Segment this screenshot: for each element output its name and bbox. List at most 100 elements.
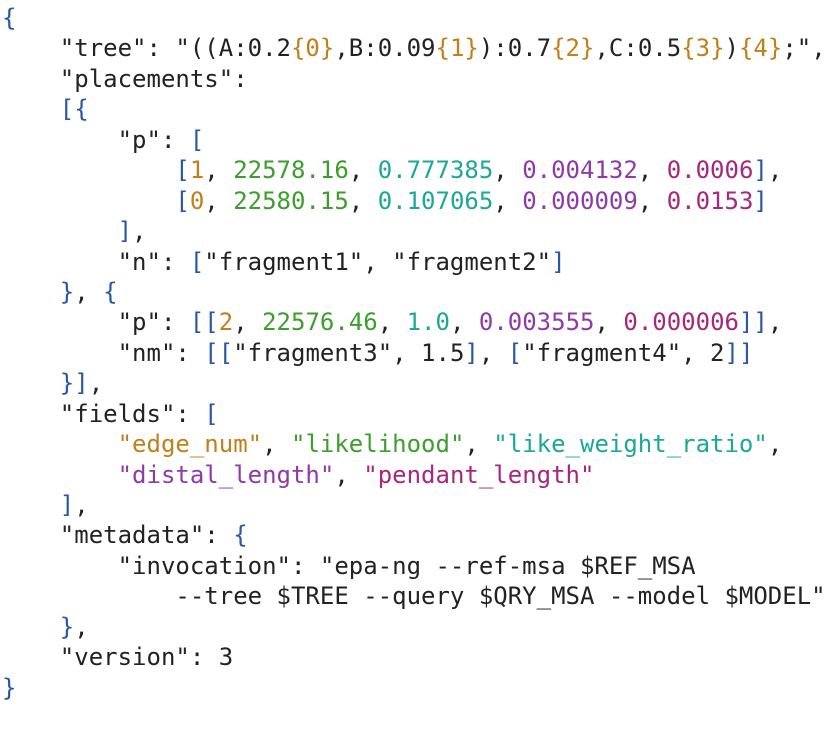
code-token: ,	[594, 308, 624, 337]
code-token: 1	[189, 156, 205, 185]
code-token: "fragment3", 1.5	[233, 338, 465, 367]
code-token: 0.777385	[377, 156, 494, 185]
code-line: --tree $TREE --query $QRY_MSA --model $M…	[2, 581, 826, 611]
code-token: "distal_length"	[117, 460, 335, 489]
code-line: }	[2, 673, 826, 703]
code-token: ]	[117, 217, 133, 246]
code-token: ,	[637, 156, 667, 185]
code-token: ,C:0.5	[594, 34, 682, 63]
code-token: ,	[348, 156, 378, 185]
code-token: ,	[493, 186, 523, 215]
code-token: {	[233, 521, 248, 550]
code-token: ,B:0.09	[334, 34, 436, 63]
code-block: {"tree": "((A:0.2{0},B:0.09{1}):0.7{2},C…	[2, 3, 826, 703]
code-line: "placements":	[2, 64, 826, 94]
code-token: ,	[74, 491, 89, 519]
code-token: ;",	[782, 34, 826, 63]
code-token: 0.000006	[623, 308, 739, 337]
code-token: ,	[767, 308, 783, 337]
code-token: "likelihood"	[291, 430, 465, 459]
code-token: ]	[464, 338, 479, 367]
code-token: "metadata":	[59, 521, 234, 550]
code-token: [	[175, 186, 190, 215]
code-token: {	[2, 4, 17, 32]
code-token: ,	[334, 460, 364, 489]
code-token: ,	[88, 369, 104, 398]
code-token: ]]	[724, 338, 754, 367]
code-token: }	[59, 612, 75, 641]
code-line: "p": [	[2, 125, 826, 155]
code-token: ,	[233, 308, 263, 337]
code-line: ],	[2, 490, 826, 520]
code-token: {0}	[290, 34, 335, 63]
code-token: [{	[59, 95, 89, 124]
code-token: --tree $TREE --query $QRY_MSA --model $M…	[175, 582, 826, 611]
code-token: "version": 3	[59, 643, 234, 672]
code-token: [	[175, 156, 190, 185]
code-token: {	[103, 277, 118, 306]
code-token: [	[189, 125, 205, 154]
code-token: "pendant_length"	[363, 460, 595, 489]
code-token: }	[59, 277, 75, 306]
code-token: "like_weight_ratio"	[493, 430, 768, 459]
code-line: {	[2, 3, 826, 33]
code-line: },	[2, 612, 826, 642]
code-token: [	[507, 338, 523, 367]
code-token: "tree": "((A:0.2	[59, 34, 291, 63]
code-token: ,	[204, 186, 234, 215]
code-token: 22576.46	[262, 308, 378, 337]
code-token: ,	[767, 430, 783, 459]
code-line: }, {	[2, 277, 826, 307]
code-token: "p":	[117, 125, 190, 154]
code-token: 0.000009	[522, 186, 638, 215]
code-token: ]	[551, 247, 566, 276]
code-token: 0.003555	[478, 308, 595, 337]
code-token: ,	[262, 430, 291, 459]
code-line: [0, 22580.15, 0.107065, 0.000009, 0.0153…	[2, 186, 826, 216]
code-line: [1, 22578.16, 0.777385, 0.004132, 0.0006…	[2, 155, 826, 185]
code-token: ]	[753, 186, 768, 215]
code-token: ,	[348, 186, 378, 215]
code-token: "nm":	[117, 338, 205, 367]
code-token: [	[204, 399, 219, 428]
code-line: "n": ["fragment1", "fragment2"]	[2, 247, 826, 277]
code-token: )	[724, 34, 739, 63]
code-line: "metadata": {	[2, 520, 826, 550]
code-line: "edge_num", "likelihood", "like_weight_r…	[2, 429, 826, 459]
code-token: {4}	[738, 34, 783, 63]
code-token: }	[2, 673, 17, 702]
code-token: "placements":	[59, 64, 248, 93]
code-token: ,	[449, 308, 479, 337]
code-token: ,	[767, 156, 783, 185]
code-token: [[	[204, 338, 234, 367]
code-token: ]	[59, 491, 75, 519]
code-token: 0.004132	[522, 156, 638, 185]
code-token: ,	[74, 277, 104, 306]
code-line: "tree": "((A:0.2{0},B:0.09{1}):0.7{2},C:…	[2, 33, 826, 63]
code-token: 2	[218, 308, 234, 337]
code-token: ,	[493, 156, 523, 185]
code-token: 22580.15	[233, 186, 349, 215]
code-token: 0.0006	[666, 156, 754, 185]
code-token: }]	[59, 369, 89, 398]
code-token: ]]	[738, 308, 768, 337]
code-token: [[	[189, 308, 219, 337]
code-line: "invocation": "epa-ng --ref-msa $REF_MSA	[2, 551, 826, 581]
code-token: "invocation": "epa-ng --ref-msa $REF_MSA	[117, 551, 696, 580]
code-token: 0	[189, 186, 205, 215]
code-token: 0.0153	[666, 186, 754, 215]
code-token: "n":	[117, 247, 190, 276]
code-token: 22578.16	[233, 156, 349, 185]
code-line: "nm": [["fragment3", 1.5], ["fragment4",…	[2, 338, 826, 368]
code-line: "distal_length", "pendant_length"	[2, 460, 826, 490]
code-token: 0.107065	[377, 186, 494, 215]
code-line: "version": 3	[2, 642, 826, 672]
code-token: {2}	[551, 34, 595, 63]
code-token: "edge_num"	[117, 430, 263, 459]
code-token: [	[189, 247, 205, 276]
code-line: "fields": [	[2, 399, 826, 429]
code-token: {3}	[681, 34, 725, 63]
code-token: ,	[204, 156, 234, 185]
code-line: ],	[2, 216, 826, 246]
